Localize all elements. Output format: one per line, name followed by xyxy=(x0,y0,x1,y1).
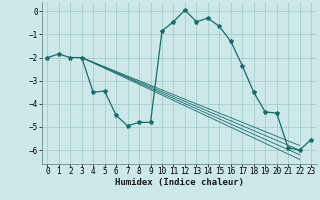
X-axis label: Humidex (Indice chaleur): Humidex (Indice chaleur) xyxy=(115,178,244,187)
